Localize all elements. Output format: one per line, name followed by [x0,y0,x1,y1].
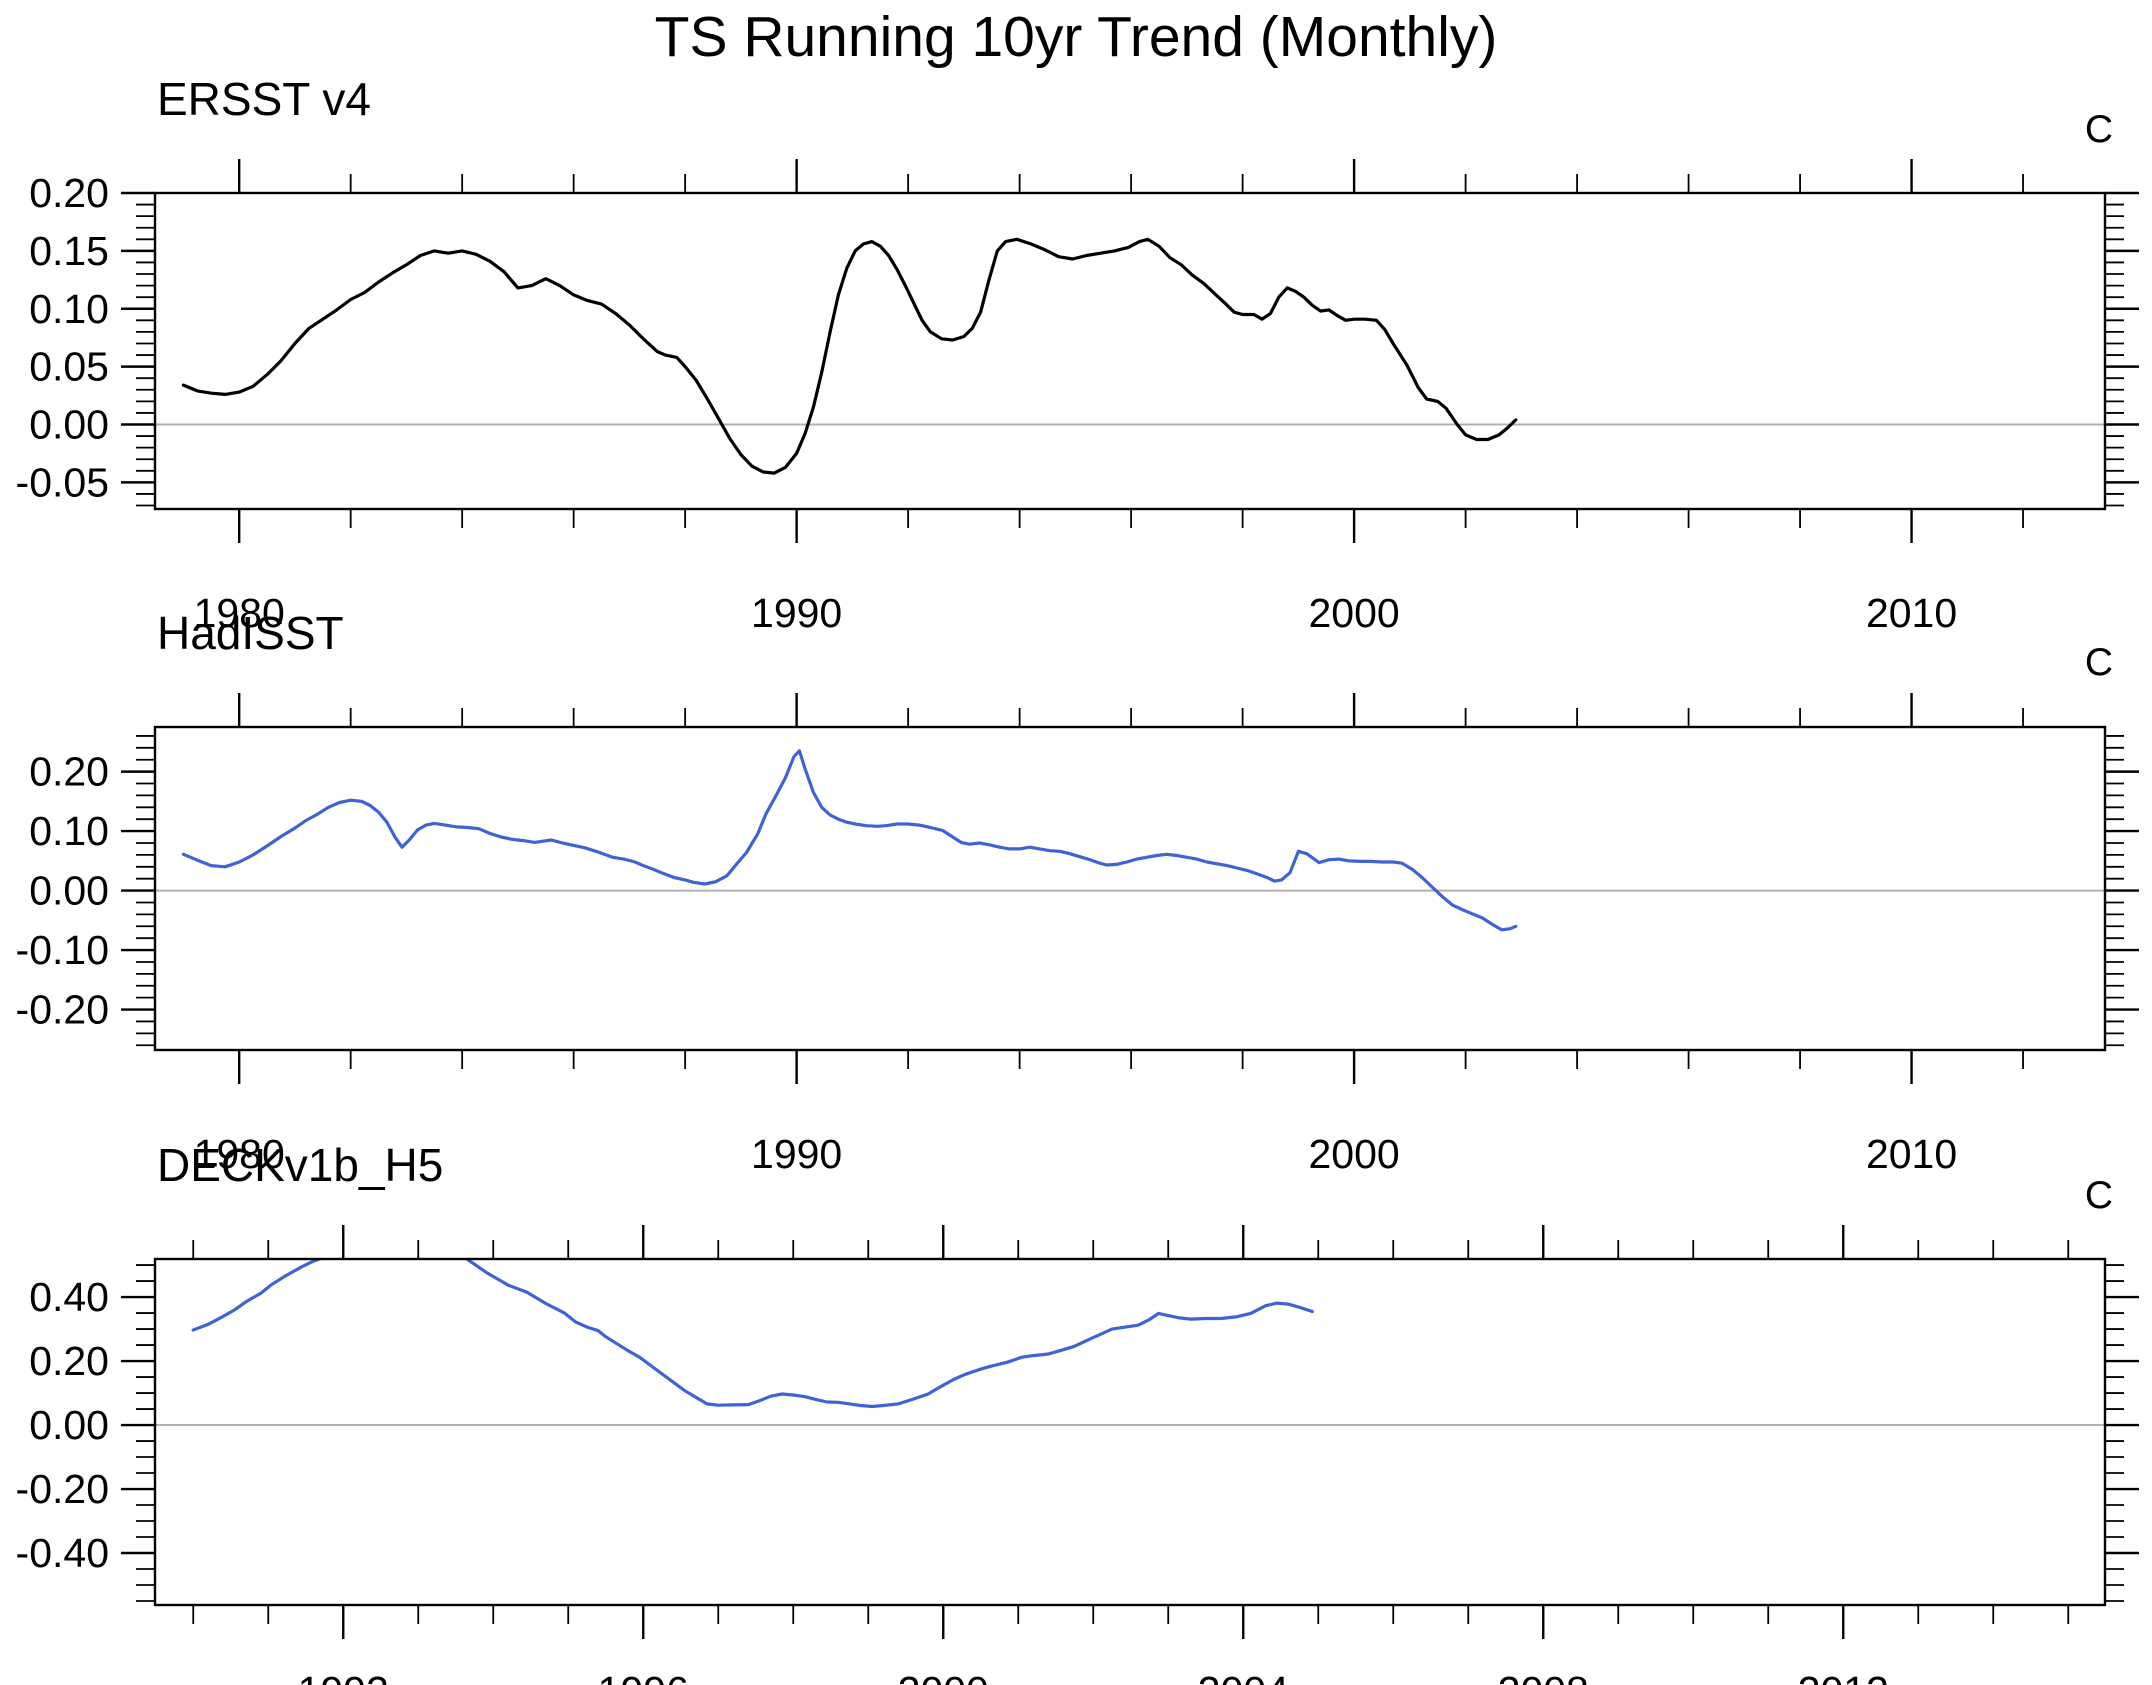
x-axis-tick-label: 2000 [1308,1131,1399,1177]
y-axis-tick-label: 0.00 [29,868,109,914]
x-axis-tick-label: 2012 [1798,1668,1889,1685]
panel-3-unit-label: C [2084,1174,2113,1217]
y-axis-tick-label: -0.20 [16,1466,109,1512]
y-axis-tick-label: 0.05 [29,344,109,390]
plot-frame [153,1257,2107,1607]
panel-2-unit-label: C [2084,641,2113,684]
y-axis-tick-label: 0.00 [29,402,109,448]
y-axis-tick-label: 0.10 [29,286,109,332]
y-axis-tick-label: 0.10 [29,808,109,854]
x-axis-tick-label: 1992 [298,1668,389,1685]
x-axis-tick-label: 2010 [1866,1131,1957,1177]
x-axis-tick-label: 1996 [598,1668,689,1685]
y-axis-tick-label: 0.15 [29,228,109,274]
panel-1-title: ERSST v4 [157,73,371,125]
x-axis-tick-label: 2000 [898,1668,989,1685]
series-line-deckv1b-h5 [464,1259,1314,1409]
series-line-ersst-v4 [181,237,1518,475]
x-axis-tick-label: 2004 [1198,1668,1289,1685]
x-axis-tick-label: 1980 [194,590,285,636]
y-axis-tick-label: 0.20 [29,749,109,795]
chart-main-title: TS Running 10yr Trend (Monthly) [654,5,1498,69]
panel-2-title: HadISST [157,607,344,659]
x-axis-tick-label: 2000 [1308,590,1399,636]
x-axis-tick-label: 2008 [1498,1668,1589,1685]
y-axis-tick-label: 0.20 [29,1338,109,1384]
panel-3-title: DECKv1b_H5 [157,1139,444,1191]
y-axis-tick-label: -0.05 [16,459,109,505]
x-axis-tick-label: 2010 [1866,590,1957,636]
x-axis-tick-label: 1990 [751,590,842,636]
y-axis-tick-label: 0.40 [29,1274,109,1320]
y-axis-tick-label: 0.20 [29,170,109,216]
y-axis-tick-label: -0.40 [16,1530,109,1576]
y-axis-tick-label: -0.20 [16,987,109,1033]
series-line-hadisst [181,749,1518,932]
x-axis-tick-label: 1990 [751,1131,842,1177]
series-line-deckv1b-h5 [191,1259,324,1332]
y-axis-tick-label: 0.00 [29,1402,109,1448]
plot-frame [153,725,2107,1052]
plot-frame [153,191,2107,511]
x-axis-tick-label: 1980 [194,1131,285,1177]
panel-1-unit-label: C [2084,108,2113,151]
y-axis-tick-label: -0.10 [16,927,109,973]
